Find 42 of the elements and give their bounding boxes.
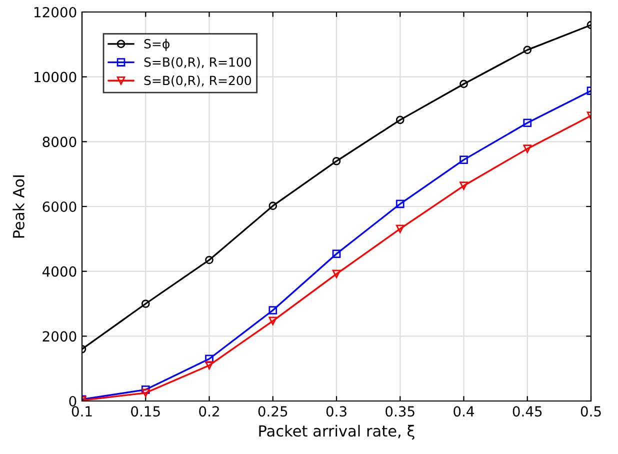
y-tick-label: 0	[69, 396, 76, 406]
point	[205, 256, 214, 264]
point	[396, 200, 404, 208]
point	[523, 144, 532, 153]
point	[268, 306, 278, 314]
y-tick-label: 8000	[42, 136, 76, 148]
x-tick-label: 0.1	[72, 406, 92, 417]
x-tick-label: 0.4	[454, 406, 474, 417]
legend-label: S=B(0,R), R=100	[144, 57, 252, 68]
point	[205, 361, 214, 370]
x-tick-label: 0.3	[326, 406, 346, 417]
x-tick-label: 0.35	[386, 406, 414, 417]
point	[332, 270, 341, 278]
y-tick-label: 12000	[34, 6, 76, 18]
x-tick-label: 0.2	[199, 406, 219, 417]
x-tick-label: 0.15	[131, 406, 160, 417]
point	[141, 300, 150, 308]
legend-label: S=ϕ	[144, 38, 170, 51]
y-tick-label: 4000	[42, 266, 76, 277]
point	[205, 354, 214, 364]
x-axis-title: Packet arrival rate, ξ	[259, 424, 414, 440]
point	[523, 46, 532, 54]
point	[396, 224, 404, 234]
x-tick-label: 0.25	[258, 406, 288, 417]
point	[332, 250, 341, 258]
point	[460, 182, 468, 190]
y-tick-label: 6000	[42, 201, 76, 212]
x-tick-label: 0.5	[580, 406, 601, 417]
y-tick-label: 2000	[42, 331, 76, 342]
point	[396, 116, 404, 124]
legend-label: S=B(0,R), R=200	[144, 76, 252, 87]
point	[460, 80, 468, 88]
point	[141, 385, 150, 394]
y-tick-label: 10000	[34, 72, 76, 82]
y-axis-title: Peak AoI	[12, 175, 24, 238]
point	[332, 156, 341, 166]
point	[523, 118, 532, 128]
point	[268, 316, 278, 326]
point	[460, 156, 468, 164]
point	[268, 202, 278, 210]
x-tick-label: 0.45	[512, 406, 542, 417]
point	[141, 388, 150, 398]
